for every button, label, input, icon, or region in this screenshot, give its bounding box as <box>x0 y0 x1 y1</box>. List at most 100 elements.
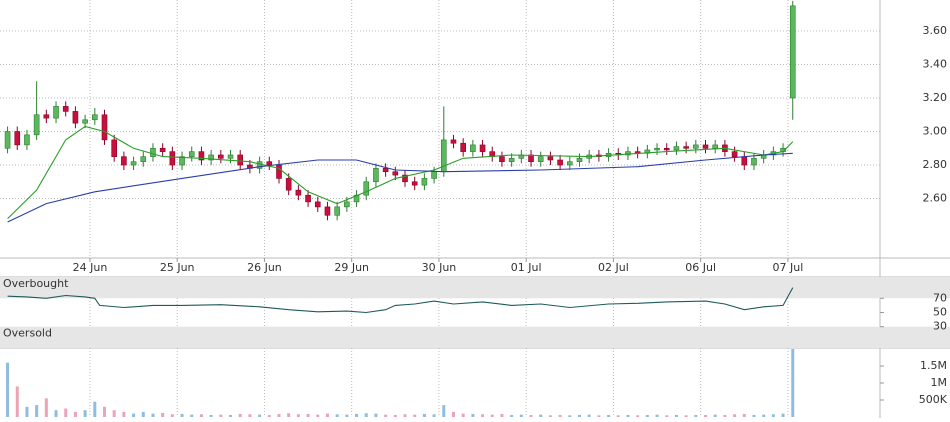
volume-bar <box>190 414 194 417</box>
candle-body <box>751 158 757 166</box>
candle-body <box>693 144 699 149</box>
volume-bar <box>539 414 543 417</box>
candle-body <box>188 151 195 157</box>
x-tick-label: 07 Jul <box>773 261 804 274</box>
volume-bar <box>762 414 766 417</box>
volume-bar <box>258 414 262 417</box>
volume-bar <box>432 414 436 417</box>
candle-body <box>111 139 117 157</box>
candle-body <box>470 144 476 152</box>
candle-body <box>237 154 244 166</box>
candle-body <box>82 119 88 124</box>
volume-bar <box>384 414 388 417</box>
volume-bar <box>83 410 87 417</box>
candle-body <box>673 146 680 151</box>
candle-body <box>208 154 214 161</box>
volume-bar <box>771 414 775 417</box>
candle-body <box>789 5 796 99</box>
candle-body <box>43 114 50 119</box>
volume-bar <box>490 414 494 417</box>
candle-body <box>285 178 292 191</box>
volume-bar <box>616 415 620 417</box>
volume-bar <box>403 414 407 417</box>
indicator-line <box>7 152 793 223</box>
candle-body <box>557 159 563 166</box>
candle-body <box>411 181 418 186</box>
candle-body <box>53 106 59 119</box>
candle-body <box>402 174 408 183</box>
volume-bar <box>451 411 455 417</box>
y-tick-label: 500K <box>919 393 948 406</box>
volume-bar <box>15 386 19 417</box>
volume-bar <box>277 413 281 417</box>
y-tick-label: 70 <box>933 291 947 304</box>
volume-bar <box>665 415 669 417</box>
candle-body <box>314 201 321 208</box>
candle-body <box>159 147 166 152</box>
y-tick-label: 2.80 <box>923 158 948 171</box>
volume-bar <box>112 410 116 417</box>
candle-body <box>33 114 40 136</box>
y-tick-label: 3.20 <box>923 91 948 104</box>
volume-bar <box>723 414 727 417</box>
volume-bar <box>461 413 465 417</box>
candle-body <box>431 171 437 179</box>
candle-body <box>499 156 505 162</box>
volume-bar <box>742 413 746 417</box>
volume-bar <box>170 414 174 417</box>
volume-bar <box>248 414 252 417</box>
candle-body <box>334 206 340 216</box>
candle-body <box>140 156 147 162</box>
candle-body <box>479 144 486 152</box>
candle-body <box>344 201 350 208</box>
y-tick-label: 1.5M <box>920 359 947 372</box>
volume-bar <box>54 410 58 417</box>
volume-bar <box>374 413 378 417</box>
volume-bar <box>558 414 562 417</box>
volume-bar <box>607 414 611 417</box>
volume-bar <box>35 405 39 417</box>
volume-bar <box>548 415 552 417</box>
volume-bar <box>626 414 630 417</box>
volume-bar <box>413 414 417 417</box>
volume-bar <box>345 414 349 417</box>
candle-body <box>276 164 282 179</box>
x-tick-label: 01 Jul <box>511 261 542 274</box>
volume-bar <box>422 413 426 417</box>
candle-body <box>92 114 98 121</box>
x-tick-label: 25 Jun <box>160 261 195 274</box>
candle-body <box>702 144 709 149</box>
candle-body <box>4 131 11 149</box>
volume-bar <box>73 411 77 417</box>
candle-body <box>150 147 156 157</box>
volume-bar <box>519 414 523 417</box>
x-tick-label: 06 Jul <box>685 261 716 274</box>
band <box>0 326 950 348</box>
volume-bar <box>655 414 659 417</box>
band-label: Overbought <box>3 277 69 290</box>
candle-body <box>62 106 69 112</box>
x-tick-label: 24 Jun <box>73 261 108 274</box>
volume-bar <box>364 413 368 417</box>
y-tick-label: 3.40 <box>923 58 948 71</box>
candle-body <box>24 134 30 146</box>
candle-body <box>450 139 457 144</box>
y-tick-label: 50 <box>933 306 947 319</box>
volume-bar <box>684 415 688 417</box>
candle-body <box>14 131 21 146</box>
candle-body <box>625 151 631 156</box>
candle-body <box>121 156 127 166</box>
volume-bar <box>500 413 504 417</box>
candle-body <box>305 194 311 203</box>
y-tick-label: 3.60 <box>923 24 948 37</box>
volume-bar <box>44 398 48 417</box>
candle-body <box>712 144 719 149</box>
volume-bar <box>704 414 708 417</box>
candle-body <box>295 189 302 196</box>
volume-bar <box>151 413 155 417</box>
volume-bar <box>577 414 581 417</box>
candle-body <box>363 181 370 196</box>
candle-body <box>101 114 108 141</box>
